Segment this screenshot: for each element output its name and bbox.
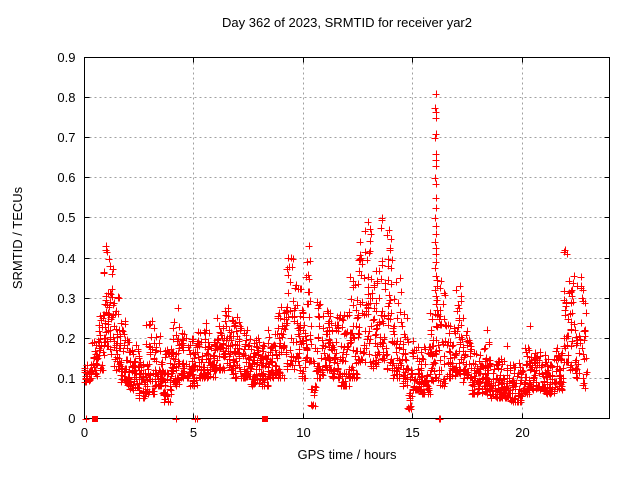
scatter-data-points	[81, 90, 591, 423]
square-marker	[92, 416, 98, 422]
x-axis-label: GPS time / hours	[298, 447, 397, 462]
x-tick-label: 0	[81, 425, 88, 440]
x-tick-label: 10	[296, 425, 310, 440]
x-tick-label: 20	[515, 425, 529, 440]
y-tick-label: 0.2	[57, 331, 75, 346]
x-tick-label: 15	[405, 425, 419, 440]
chart-title: Day 362 of 2023, SRMTID for receiver yar…	[222, 15, 472, 30]
y-tick-label: 0.1	[57, 371, 75, 386]
y-tick-label: 0.8	[57, 90, 75, 105]
y-tick-label: 0.4	[57, 251, 75, 266]
scatter-square-points	[92, 416, 268, 422]
y-tick-label: 0.5	[57, 210, 75, 225]
y-tick-label: 0.3	[57, 291, 75, 306]
y-axis-label: SRMTID / TECUs	[10, 186, 25, 289]
y-tick-label: 0.6	[57, 170, 75, 185]
y-tick-label: 0	[68, 411, 75, 426]
y-tick-label: 0.9	[57, 50, 75, 65]
x-tick-label: 5	[190, 425, 197, 440]
plot-border	[84, 57, 610, 419]
tick-labels: 0 5 10 15 20 0 0.1 0.2 0.3 0.4 0.5 0.6 0.7 0.8 0.9	[57, 50, 529, 440]
y-tick-label: 0.7	[57, 130, 75, 145]
square-marker	[262, 416, 268, 422]
